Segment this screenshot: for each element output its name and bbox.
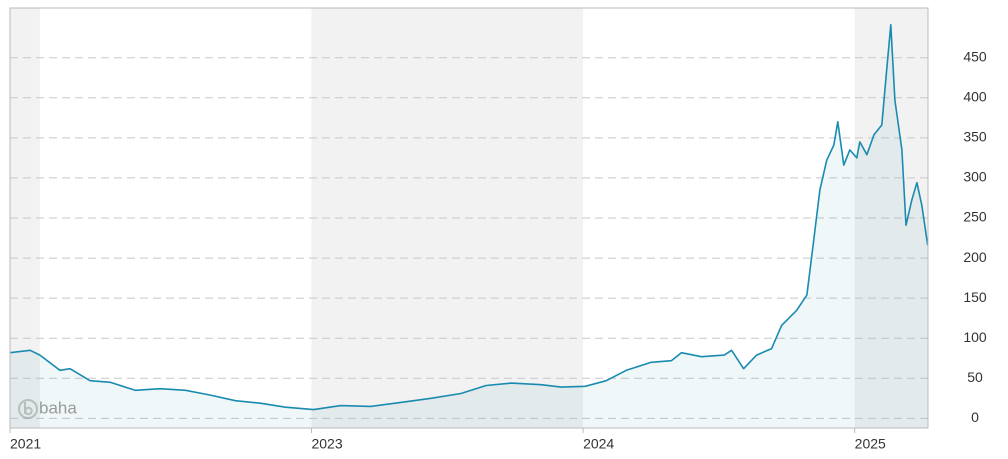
year-band	[854, 8, 928, 428]
area	[10, 24, 928, 429]
plot-border	[9, 7, 929, 429]
axes: 0 50 100 150 200 250 300 350 400 450 2021 2023 2024 2…	[9, 48, 987, 452]
y-tick-label: 50	[967, 369, 983, 385]
grid	[10, 57, 928, 419]
y-tick-label: 0	[971, 409, 979, 425]
x-tick-label: 2021	[10, 436, 41, 452]
x-tick-label: 2023	[311, 436, 342, 452]
y-tick-label: 450	[963, 48, 987, 64]
y-tick-label: 350	[963, 129, 987, 145]
logo-bowl	[24, 406, 33, 416]
y-tick-label: 200	[963, 249, 987, 265]
y-tick-label: 100	[963, 329, 987, 345]
line	[9, 24, 929, 411]
logo	[18, 399, 38, 419]
watermark: baha	[39, 398, 77, 417]
y-tick-label: 250	[963, 209, 987, 225]
y-tick-label: 150	[963, 289, 987, 305]
y-tick-label: 300	[963, 169, 987, 185]
y-tick-label: 400	[963, 88, 987, 104]
x-tick-label: 2025	[855, 436, 886, 452]
plot	[9, 24, 929, 429]
x-tick-label: 2024	[583, 436, 614, 452]
logo-circle	[18, 399, 38, 419]
